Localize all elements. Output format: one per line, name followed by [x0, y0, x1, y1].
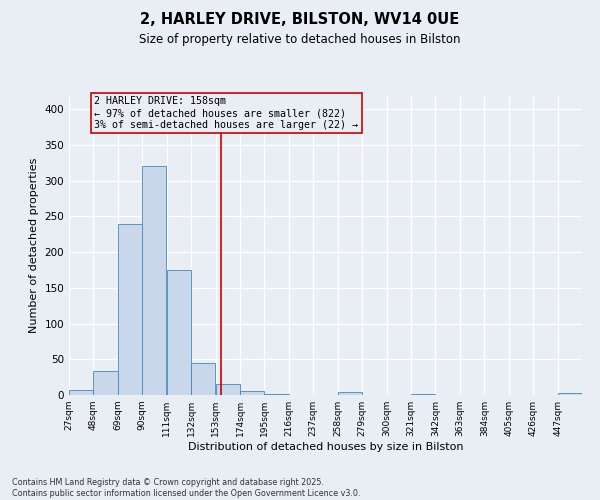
Bar	[411, 394, 435, 395]
Bar	[215, 384, 239, 395]
Bar	[191, 363, 215, 395]
X-axis label: Distribution of detached houses by size in Bilston: Distribution of detached houses by size …	[188, 442, 463, 452]
Text: Size of property relative to detached houses in Bilston: Size of property relative to detached ho…	[139, 32, 461, 46]
Y-axis label: Number of detached properties: Number of detached properties	[29, 158, 39, 332]
Text: Contains HM Land Registry data © Crown copyright and database right 2025.
Contai: Contains HM Land Registry data © Crown c…	[12, 478, 361, 498]
Bar	[142, 166, 166, 395]
Bar	[265, 394, 289, 395]
Bar	[94, 372, 118, 395]
Bar	[240, 390, 264, 395]
Text: 2 HARLEY DRIVE: 158sqm
← 97% of detached houses are smaller (822)
3% of semi-det: 2 HARLEY DRIVE: 158sqm ← 97% of detached…	[94, 96, 358, 130]
Bar	[118, 224, 142, 395]
Bar	[338, 392, 362, 395]
Bar	[557, 393, 581, 395]
Bar	[69, 390, 93, 395]
Text: 2, HARLEY DRIVE, BILSTON, WV14 0UE: 2, HARLEY DRIVE, BILSTON, WV14 0UE	[140, 12, 460, 28]
Bar	[167, 270, 191, 395]
